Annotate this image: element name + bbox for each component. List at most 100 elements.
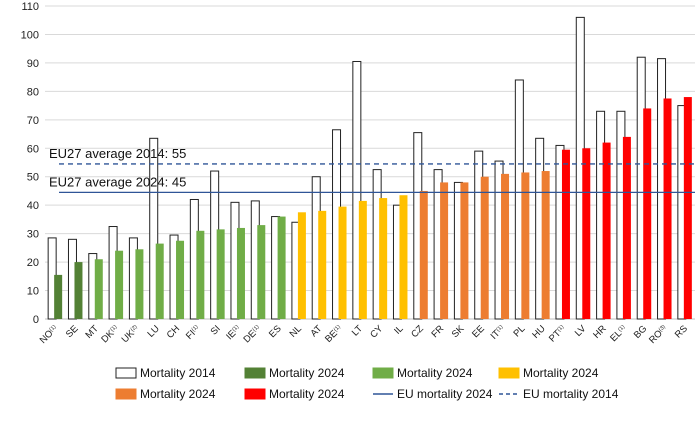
- bar-2024: [419, 190, 428, 319]
- x-tick-label: CZ: [409, 323, 426, 340]
- bar-2024: [257, 225, 266, 319]
- y-tick-label: 110: [21, 1, 39, 13]
- y-tick-label: 70: [27, 115, 39, 127]
- bar-2024: [54, 274, 63, 319]
- bar-2024: [155, 243, 164, 319]
- legend-swatch: [244, 388, 266, 400]
- bar-2024: [176, 240, 185, 319]
- x-tick-label: LU: [145, 323, 161, 339]
- bar-2024: [399, 195, 408, 319]
- bar-2024: [94, 259, 103, 319]
- bar-2024: [216, 229, 225, 319]
- bar-2024: [338, 206, 347, 319]
- bar-2024: [135, 249, 144, 319]
- bar-2024: [521, 172, 530, 319]
- bar-2024: [440, 182, 449, 319]
- legend-label: Mortality 2024: [140, 387, 216, 401]
- x-tick-label: SI: [209, 323, 223, 337]
- x-tick-label: FR: [429, 323, 446, 340]
- bar-2024: [196, 230, 205, 319]
- bar-2024: [683, 97, 692, 320]
- bar-2024: [561, 149, 570, 319]
- legend-item: EU mortality 2024: [373, 387, 493, 401]
- x-tick-label: MT: [83, 323, 101, 341]
- x-tick-label: HU: [530, 323, 548, 341]
- y-tick-label: 50: [27, 172, 39, 184]
- bar-2024: [236, 227, 245, 319]
- legend-label: EU mortality 2014: [523, 387, 619, 401]
- bar-2014: [149, 137, 159, 320]
- bar-2024: [297, 212, 306, 319]
- bar-2024: [277, 216, 286, 319]
- x-tick-label: DK(1): [99, 323, 121, 345]
- x-tick-label: IT(1): [489, 323, 508, 342]
- legend-item: Mortality 2024: [244, 387, 345, 401]
- legend-item: Mortality 2024: [115, 387, 216, 401]
- x-tick-label: IL: [392, 323, 405, 336]
- y-tick-label: 20: [27, 257, 39, 269]
- bar-2024: [582, 148, 591, 319]
- legend-label: Mortality 2024: [269, 366, 345, 380]
- legend-item: Mortality 2024: [498, 366, 599, 380]
- x-tick-label: SE: [64, 323, 81, 340]
- bar-2024: [460, 182, 469, 319]
- bar-2024: [501, 173, 510, 319]
- x-tick-label: LV: [573, 323, 589, 339]
- x-tick-label: HR: [591, 323, 609, 341]
- legend-swatch: [498, 367, 520, 379]
- legend-label: Mortality 2024: [397, 366, 473, 380]
- x-tick-label: ES: [267, 323, 284, 340]
- legend-label: Mortality 2024: [269, 387, 345, 401]
- x-tick-label: PT(1): [547, 323, 568, 344]
- legend-item: Mortality 2014: [115, 366, 216, 380]
- bar-2024: [602, 142, 611, 319]
- legend-item: Mortality 2024: [372, 366, 473, 380]
- bar-2024: [115, 250, 124, 319]
- x-tick-label: PL: [511, 323, 527, 339]
- bar-2014: [352, 60, 362, 320]
- legend-swatch: [244, 367, 266, 379]
- x-tick-label: BE(1): [323, 323, 345, 345]
- x-tick-label: RO(3): [647, 323, 670, 346]
- x-tick-label: NL: [288, 323, 304, 339]
- bar-2024: [379, 198, 388, 319]
- y-tick-label: 100: [21, 29, 39, 41]
- x-tick-label: LT: [350, 323, 365, 338]
- x-tick-label: EE: [470, 323, 487, 340]
- x-tick-label: CY: [368, 323, 386, 341]
- legend-label: Mortality 2024: [523, 366, 599, 380]
- y-tick-label: 60: [27, 143, 39, 155]
- y-tick-label: 40: [27, 200, 39, 212]
- bar-2024: [663, 98, 672, 320]
- bar-2024: [643, 108, 652, 319]
- eu-average-2024-label: EU27 average 2024: 45: [49, 174, 186, 189]
- x-tick-label: DE(1): [242, 323, 264, 345]
- y-tick-label: 90: [27, 58, 39, 70]
- bar-2024: [318, 210, 327, 319]
- x-tick-label: CH: [165, 323, 183, 341]
- bar-2024: [358, 200, 367, 319]
- y-tick-label: 80: [27, 86, 39, 98]
- x-tick-label: SK: [450, 323, 467, 340]
- bar-2024: [541, 171, 550, 319]
- x-tick-label: EL(1): [608, 323, 629, 344]
- legend-swatch: [372, 367, 394, 379]
- y-tick-label: 10: [27, 286, 39, 298]
- x-tick-label: UK(2): [120, 323, 142, 345]
- x-tick-label: RS: [673, 323, 690, 340]
- legend-item: EU mortality 2014: [499, 387, 619, 401]
- y-tick-label: 0: [33, 314, 39, 326]
- bar-2024: [480, 176, 489, 319]
- y-tick-label: 30: [27, 229, 39, 241]
- x-tick-label: IE(1): [224, 323, 243, 342]
- x-tick-label: FI(1): [184, 323, 203, 342]
- legend-label: Mortality 2014: [140, 366, 216, 380]
- bar-2024: [74, 262, 83, 319]
- x-tick-label: NO(1): [38, 323, 61, 346]
- legend-swatch: [115, 367, 137, 379]
- bars-group: [47, 16, 692, 320]
- legend-swatch: [115, 388, 137, 400]
- legend-item: Mortality 2024: [244, 366, 345, 380]
